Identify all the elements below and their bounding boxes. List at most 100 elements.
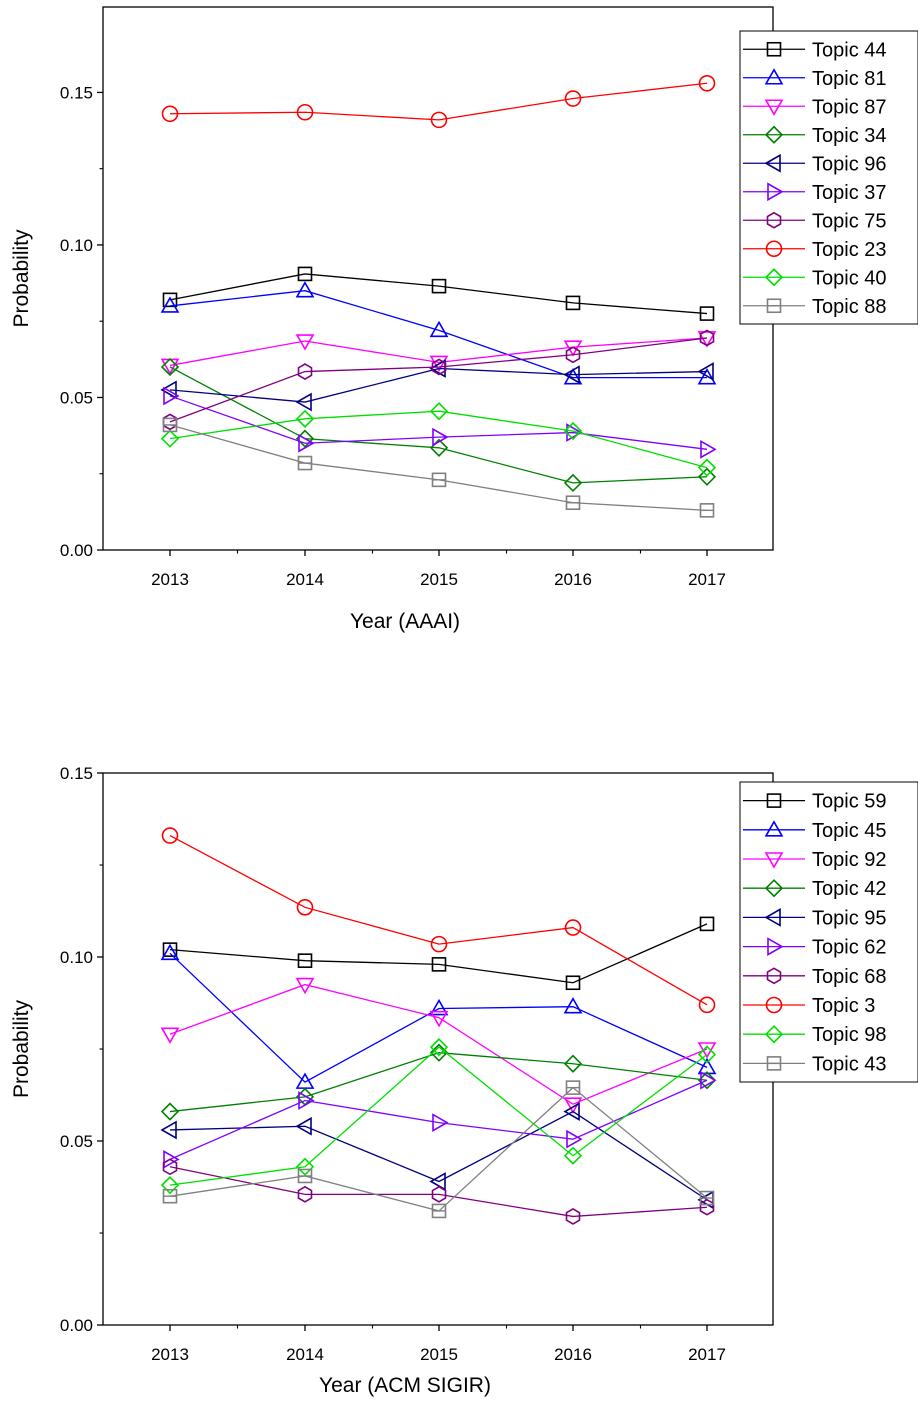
series-topic-88 <box>162 417 715 518</box>
data-point <box>162 1158 178 1176</box>
series-topic-81 <box>160 281 717 385</box>
data-point <box>565 295 581 311</box>
series-topic-3 <box>161 827 716 1014</box>
data-point <box>699 306 715 321</box>
legend-item: Topic 92 <box>743 849 887 871</box>
series-line <box>169 983 708 1105</box>
legend-label: Topic 62 <box>812 937 887 959</box>
x-tick-label: 2014 <box>286 570 324 589</box>
data-point <box>162 417 178 433</box>
legend-item: Topic 44 <box>743 39 887 61</box>
data-point <box>162 942 178 957</box>
data-point <box>160 358 180 376</box>
series-line <box>169 1086 708 1212</box>
data-point <box>431 1203 447 1219</box>
data-point <box>697 1045 717 1064</box>
data-point <box>563 997 583 1014</box>
data-point <box>429 402 449 421</box>
data-point <box>295 392 312 412</box>
legend-marker <box>764 153 781 173</box>
series-topic-42 <box>160 1043 717 1121</box>
data-point <box>160 943 180 961</box>
legend-item: Topic 95 <box>743 907 887 929</box>
plot-frame <box>102 772 774 1326</box>
data-point <box>565 495 581 511</box>
data-point <box>295 977 315 995</box>
legend-label: Topic 45 <box>812 820 887 842</box>
legend-marker <box>767 182 784 202</box>
data-point <box>163 386 180 406</box>
series-topic-98 <box>160 1038 717 1195</box>
data-point <box>697 368 717 385</box>
y-tick-label: 0.00 <box>60 1316 93 1335</box>
data-point <box>431 1185 447 1203</box>
data-point <box>162 1188 178 1204</box>
legend-marker <box>766 1056 782 1071</box>
data-point <box>163 1150 180 1169</box>
legend-label: Topic 37 <box>812 182 887 204</box>
data-point <box>297 1168 313 1184</box>
legend: Topic 59 Topic 45 Topic 92 Topic 42 Topic 95… <box>739 781 918 1083</box>
legend-marker <box>764 268 784 287</box>
y-tick-label: 0.00 <box>60 541 93 560</box>
legend-label: Topic 81 <box>812 68 887 90</box>
legend-marker <box>766 211 782 229</box>
legend-label: Topic 59 <box>812 791 887 813</box>
legend-marker <box>764 879 784 898</box>
series-line <box>169 337 708 423</box>
legend-label: Topic 68 <box>812 966 887 988</box>
y-tick-label: 0.15 <box>60 83 93 102</box>
data-point <box>160 1120 177 1140</box>
data-point <box>697 467 717 486</box>
series-line <box>169 273 708 315</box>
series-topic-96 <box>160 359 714 412</box>
data-point <box>563 340 583 357</box>
series-topic-45 <box>160 943 717 1089</box>
legend-item: Topic 88 <box>743 296 887 318</box>
legend-item: Topic 62 <box>743 937 887 959</box>
legend-label: Topic 96 <box>812 153 887 175</box>
legend-item: Topic 42 <box>743 878 887 900</box>
data-point <box>699 1190 715 1206</box>
legend-marker <box>766 298 782 314</box>
data-point <box>564 90 582 107</box>
series-topic-34 <box>160 357 717 493</box>
data-point <box>296 899 314 916</box>
legend-item: Topic 40 <box>743 267 887 289</box>
data-point <box>698 996 716 1014</box>
data-point <box>698 74 716 92</box>
legend-item: Topic 87 <box>743 96 887 118</box>
x-tick-label: 2013 <box>151 570 189 589</box>
x-axis-title: Year (AAAI) <box>350 610 460 633</box>
data-point <box>565 346 581 364</box>
data-point <box>161 105 179 123</box>
legend-marker <box>764 1025 784 1044</box>
legend-label: Topic 98 <box>812 1024 887 1046</box>
plot-frame <box>102 6 774 551</box>
x-tick-label: 2015 <box>420 1345 458 1364</box>
data-point <box>699 916 715 932</box>
data-point <box>697 458 717 477</box>
data-point <box>297 363 313 380</box>
data-point <box>160 1176 180 1195</box>
data-point <box>429 1010 449 1028</box>
data-point <box>431 472 447 488</box>
series-topic-40 <box>160 402 717 477</box>
data-point <box>295 409 315 428</box>
legend-marker <box>766 793 782 808</box>
data-point <box>563 421 583 441</box>
data-point <box>160 429 180 448</box>
y-tick-label: 0.10 <box>60 236 93 255</box>
data-point <box>565 975 581 991</box>
legend-label: Topic 34 <box>812 125 887 147</box>
data-point <box>699 503 715 518</box>
series-line <box>169 410 708 469</box>
data-point <box>564 919 582 936</box>
series-line <box>169 367 708 403</box>
legend-label: Topic 95 <box>812 907 887 929</box>
legend-label: Topic 23 <box>812 239 887 261</box>
legend-item: Topic 59 <box>743 791 887 813</box>
chart-1: 0.00 0.05 0.10 0.15 2013 2014 2015 2016 2017 Year… <box>10 6 918 633</box>
x-axis-title: Year (ACM SIGIR) <box>319 1374 491 1397</box>
legend-item: Topic 23 <box>743 239 887 261</box>
